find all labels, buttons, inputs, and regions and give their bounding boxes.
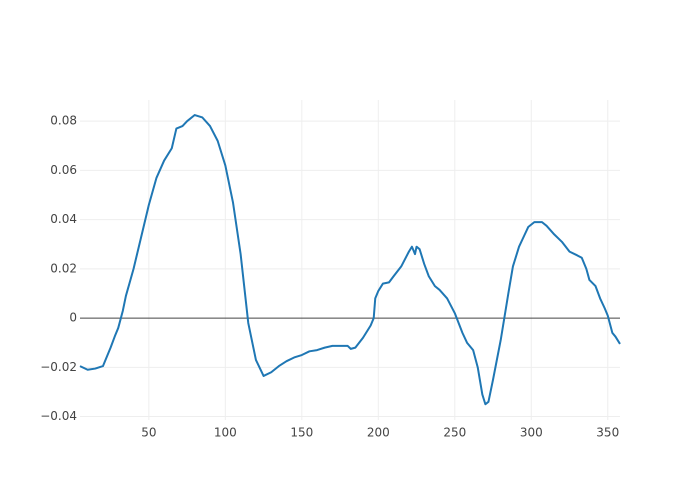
data-line: [79, 114, 621, 406]
x-tick-label: 250: [443, 426, 466, 440]
x-tick-label: 50: [141, 426, 156, 440]
y-tick-label: 0.08: [50, 114, 77, 128]
x-tick-label: 300: [520, 426, 543, 440]
y-tick-label: −0.02: [40, 360, 77, 374]
x-tick-label: 150: [290, 426, 313, 440]
y-tick-label: 0.06: [50, 163, 77, 177]
x-tick-label: 200: [367, 426, 390, 440]
x-tick-label: 100: [214, 426, 237, 440]
x-tick-label: 350: [596, 426, 619, 440]
y-tick-label: −0.04: [40, 409, 77, 423]
y-tick-label: 0.02: [50, 261, 77, 275]
y-tick-label: 0: [69, 311, 77, 325]
y-tick-label: 0.04: [50, 212, 77, 226]
